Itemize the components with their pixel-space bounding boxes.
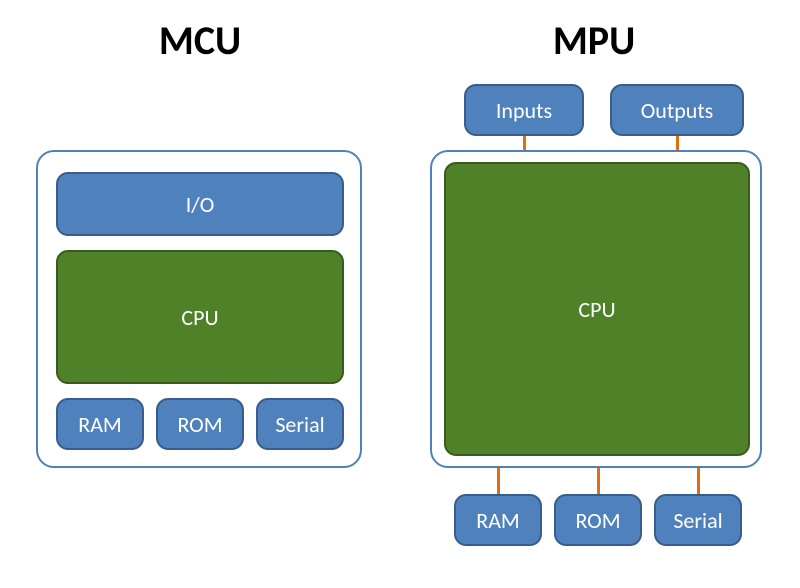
mcu-title: MCU bbox=[130, 16, 270, 65]
mpu-serial-block: Serial bbox=[654, 494, 742, 546]
mcu-io-block: I/O bbox=[56, 172, 344, 236]
mpu-title: MPU bbox=[524, 16, 664, 65]
mcu-cpu-block: CPU bbox=[56, 250, 344, 384]
mpu-rom-block: ROM bbox=[554, 494, 642, 546]
mpu-cpu-block: CPU bbox=[444, 162, 750, 456]
mcu-rom-block: ROM bbox=[156, 398, 244, 450]
mcu-ram-block: RAM bbox=[56, 398, 144, 450]
mpu-inputs-block: Inputs bbox=[464, 84, 584, 136]
mpu-outputs-block: Outputs bbox=[610, 84, 744, 136]
mcu-serial-block: Serial bbox=[256, 398, 344, 450]
mpu-ram-block: RAM bbox=[454, 494, 542, 546]
